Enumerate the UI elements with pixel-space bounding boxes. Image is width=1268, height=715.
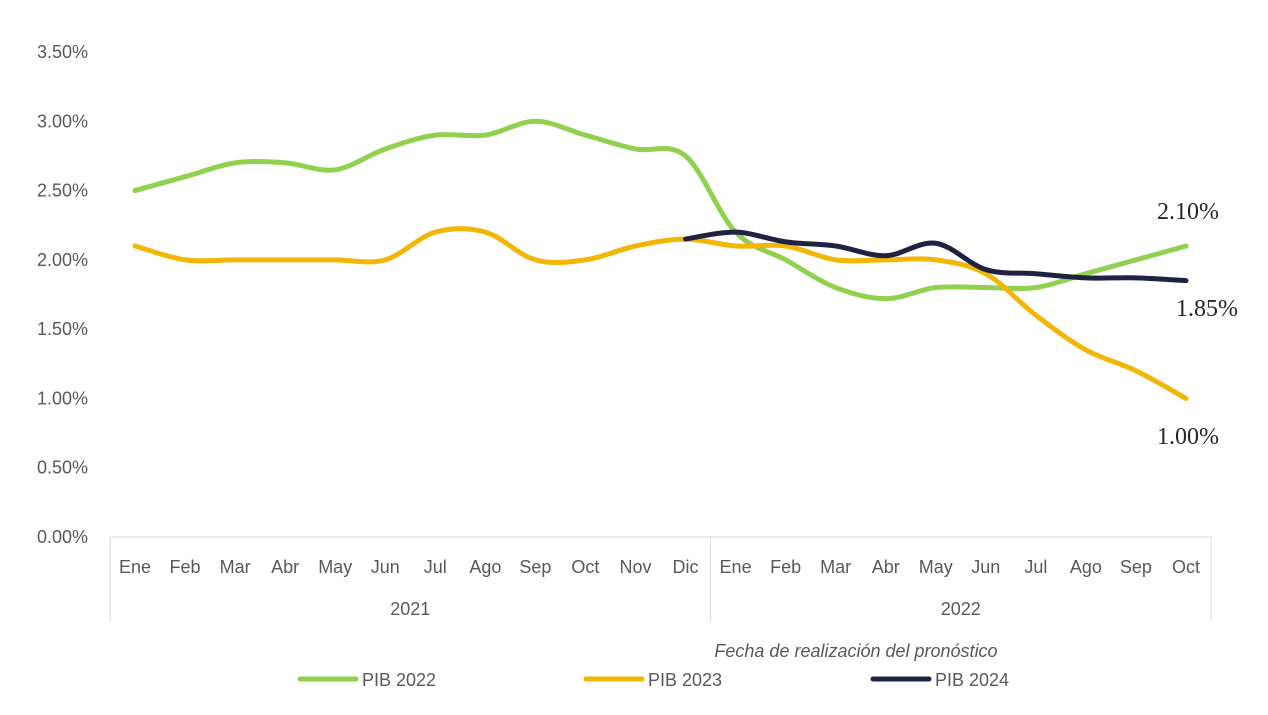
- x-tick-label: Ene: [720, 557, 752, 577]
- x-tick-label: Dic: [673, 557, 699, 577]
- y-axis-tick-labels: 0.00% 0.50% 1.00% 1.50% 2.00% 2.50% 3.00% 3.50%: [37, 42, 88, 547]
- y-tick-label: 0.00%: [37, 527, 88, 547]
- x-tick-label: Jul: [1024, 557, 1047, 577]
- x-group-label: 2022: [941, 599, 981, 619]
- y-tick-label: 2.50%: [37, 181, 88, 201]
- series-line-pib-2023: [132, 226, 1189, 401]
- x-tick-label: Jun: [371, 557, 400, 577]
- x-tick-label: Abr: [271, 557, 299, 577]
- series-line-pib-2024: [683, 229, 1189, 284]
- end-label-pib-2023: 1.00%: [1157, 424, 1219, 450]
- end-label-pib-2024: 1.85%: [1176, 296, 1238, 322]
- x-tick-label: Sep: [1120, 557, 1152, 577]
- y-tick-label: 1.50%: [37, 319, 88, 339]
- x-tick-label: Ago: [1070, 557, 1102, 577]
- x-tick-label: Oct: [1172, 557, 1200, 577]
- legend-label-pib-2023: PIB 2023: [648, 670, 722, 690]
- legend-label-pib-2022: PIB 2022: [362, 670, 436, 690]
- x-axis-title: Fecha de realización del pronóstico: [714, 641, 997, 661]
- x-tick-label: Jun: [971, 557, 1000, 577]
- end-label-pib-2022: 2.10%: [1157, 199, 1219, 225]
- x-tick-label: Abr: [872, 557, 900, 577]
- legend: PIB 2022 PIB 2023 PIB 2024: [297, 670, 1009, 690]
- x-tick-label: Feb: [770, 557, 801, 577]
- x-tick-label: Oct: [571, 557, 599, 577]
- x-tick-label: Mar: [820, 557, 851, 577]
- x-axis: Ene Feb Mar Abr May Jun Jul Ago Sep Oct Nov Dic Ene F…: [109, 536, 1212, 622]
- series-lines: [132, 118, 1189, 401]
- x-tick-label: Feb: [170, 557, 201, 577]
- x-group-label: 2021: [390, 599, 430, 619]
- x-tick-label: Nov: [619, 557, 651, 577]
- x-tick-label: May: [318, 557, 352, 577]
- x-tick-label: Ago: [469, 557, 501, 577]
- y-tick-label: 2.00%: [37, 250, 88, 270]
- end-value-labels: 2.10% 1.00% 1.85%: [1157, 199, 1238, 450]
- x-tick-label: Mar: [220, 557, 251, 577]
- x-tick-label: May: [919, 557, 953, 577]
- y-tick-label: 3.00%: [37, 111, 88, 131]
- y-tick-label: 0.50%: [37, 458, 88, 478]
- y-tick-label: 1.00%: [37, 388, 88, 408]
- legend-label-pib-2024: PIB 2024: [935, 670, 1009, 690]
- y-tick-label: 3.50%: [37, 42, 88, 62]
- x-tick-label: Ene: [119, 557, 151, 577]
- x-tick-label: Jul: [424, 557, 447, 577]
- x-tick-label: Sep: [519, 557, 551, 577]
